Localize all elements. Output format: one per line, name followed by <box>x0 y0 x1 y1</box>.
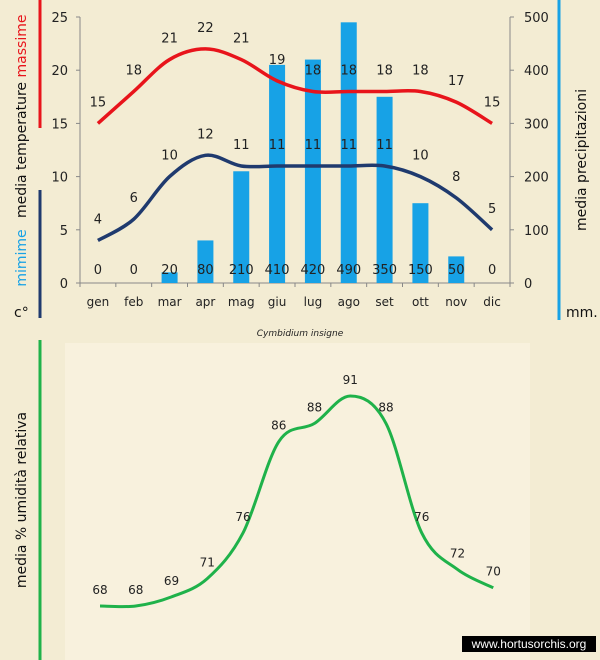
mimime-data-label: 5 <box>488 202 496 217</box>
massime-data-label: 22 <box>197 21 214 36</box>
precip-bar <box>304 59 321 284</box>
precip-data-label: 0 <box>94 263 102 278</box>
x-tick-label: set <box>375 295 394 309</box>
x-tick-label: ago <box>338 295 360 309</box>
humidity-data-label: 71 <box>200 556 215 570</box>
humidity-chart: media % umidità relativa 68 68 69 71 76 86 88 91… <box>14 340 501 660</box>
precip-bar <box>269 64 286 283</box>
precip-bar <box>197 240 214 283</box>
humidity-data-label: 76 <box>414 510 429 524</box>
massime-data-label: 18 <box>412 63 429 78</box>
right-tick-label: 500 <box>524 11 549 26</box>
right-tick-label: 100 <box>524 224 549 239</box>
mimime-data-label: 11 <box>269 138 286 153</box>
watermark: www.hortusorchis.org <box>462 636 596 652</box>
precip-data-label: 20 <box>161 263 178 278</box>
x-tick-label: ott <box>412 295 429 309</box>
mimime-data-label: 4 <box>94 212 102 227</box>
precip-bar <box>340 22 357 283</box>
precip-data-label: 420 <box>301 263 326 278</box>
massime-data-label: 15 <box>484 95 501 110</box>
mimime-data-label: 10 <box>412 149 429 164</box>
precip-data-label: 50 <box>448 263 465 278</box>
massime-data-label: 18 <box>376 63 393 78</box>
massime-data-label: 19 <box>269 53 286 68</box>
massime-data-label: 21 <box>161 32 178 47</box>
massime-data-label: 18 <box>305 63 322 78</box>
humidity-data-label: 76 <box>235 510 250 524</box>
mimime-data-label: 8 <box>452 170 460 185</box>
left-tick-label: 15 <box>51 117 68 132</box>
temperature-axis-label: media temperature <box>14 82 30 218</box>
mimime-data-label: 11 <box>376 138 393 153</box>
mimime-data-label: 11 <box>233 138 250 153</box>
x-tick-label: feb <box>124 295 143 309</box>
precipitation-axis-label: media precipitazioni <box>574 89 590 231</box>
min-label: mimime <box>14 229 30 286</box>
left-tick-label: 0 <box>60 277 68 292</box>
left-tick-label: 5 <box>60 224 68 239</box>
humidity-data-label: 68 <box>92 583 107 597</box>
massime-data-label: 21 <box>233 32 250 47</box>
precip-data-label: 0 <box>130 263 138 278</box>
massime-data-label: 18 <box>340 63 357 78</box>
humidity-data-label: 86 <box>271 419 286 433</box>
precip-data-label: 210 <box>229 263 254 278</box>
max-label: massime <box>14 15 30 78</box>
right-tick-label: 300 <box>524 117 549 132</box>
x-tick-label: lug <box>304 295 323 309</box>
precip-bar <box>233 171 250 283</box>
left-tick-label: 10 <box>51 171 68 186</box>
humidity-panel-bg <box>65 343 530 660</box>
left-tick-label: 20 <box>51 64 68 79</box>
humidity-data-label: 88 <box>378 400 393 414</box>
mm-unit: mm. <box>566 305 598 321</box>
mimime-data-label: 11 <box>305 138 322 153</box>
massime-data-label: 18 <box>125 63 142 78</box>
precip-data-label: 80 <box>197 263 214 278</box>
mimime-line <box>97 153 494 242</box>
right-tick-label: 200 <box>524 171 549 186</box>
x-tick-label: mag <box>228 295 255 309</box>
massime-data-label: 17 <box>448 74 465 89</box>
massime-line <box>96 47 493 125</box>
celsius-unit: c° <box>14 305 29 321</box>
precip-bar <box>161 272 178 283</box>
mimime-data-label: 11 <box>340 138 357 153</box>
humidity-data-label: 68 <box>128 583 143 597</box>
precip-bar <box>412 203 429 283</box>
humidity-data-label: 91 <box>343 373 358 387</box>
x-tick-label: gen <box>87 295 110 309</box>
precip-data-label: 0 <box>488 263 496 278</box>
humidity-data-label: 69 <box>164 574 179 588</box>
left-tick-label: 25 <box>51 11 68 26</box>
x-tick-label: giu <box>268 295 287 309</box>
x-tick-label: apr <box>195 295 215 309</box>
precip-bar <box>448 256 465 283</box>
mimime-data-label: 10 <box>161 149 178 164</box>
humidity-data-label: 88 <box>307 400 322 414</box>
mimime-data-label: 6 <box>130 191 138 206</box>
x-tick-label: dic <box>483 295 501 309</box>
humidity-axis-label: media % umidità relativa <box>14 412 30 588</box>
species-caption: Cymbidium insigne <box>257 329 344 339</box>
precip-data-label: 490 <box>336 263 361 278</box>
mimime-data-label: 12 <box>197 127 214 142</box>
x-tick-label: mar <box>158 295 182 309</box>
humidity-line <box>99 394 494 609</box>
precip-data-label: 350 <box>372 263 397 278</box>
precip-data-label: 150 <box>408 263 433 278</box>
massime-data-label: 15 <box>90 95 107 110</box>
humidity-data-label: 72 <box>450 546 465 560</box>
right-tick-label: 400 <box>524 64 549 79</box>
right-tick-label: 0 <box>524 277 532 292</box>
x-tick-label: nov <box>445 295 467 309</box>
precip-bar <box>376 96 393 283</box>
precip-data-label: 410 <box>265 263 290 278</box>
humidity-data-label: 70 <box>486 565 501 579</box>
